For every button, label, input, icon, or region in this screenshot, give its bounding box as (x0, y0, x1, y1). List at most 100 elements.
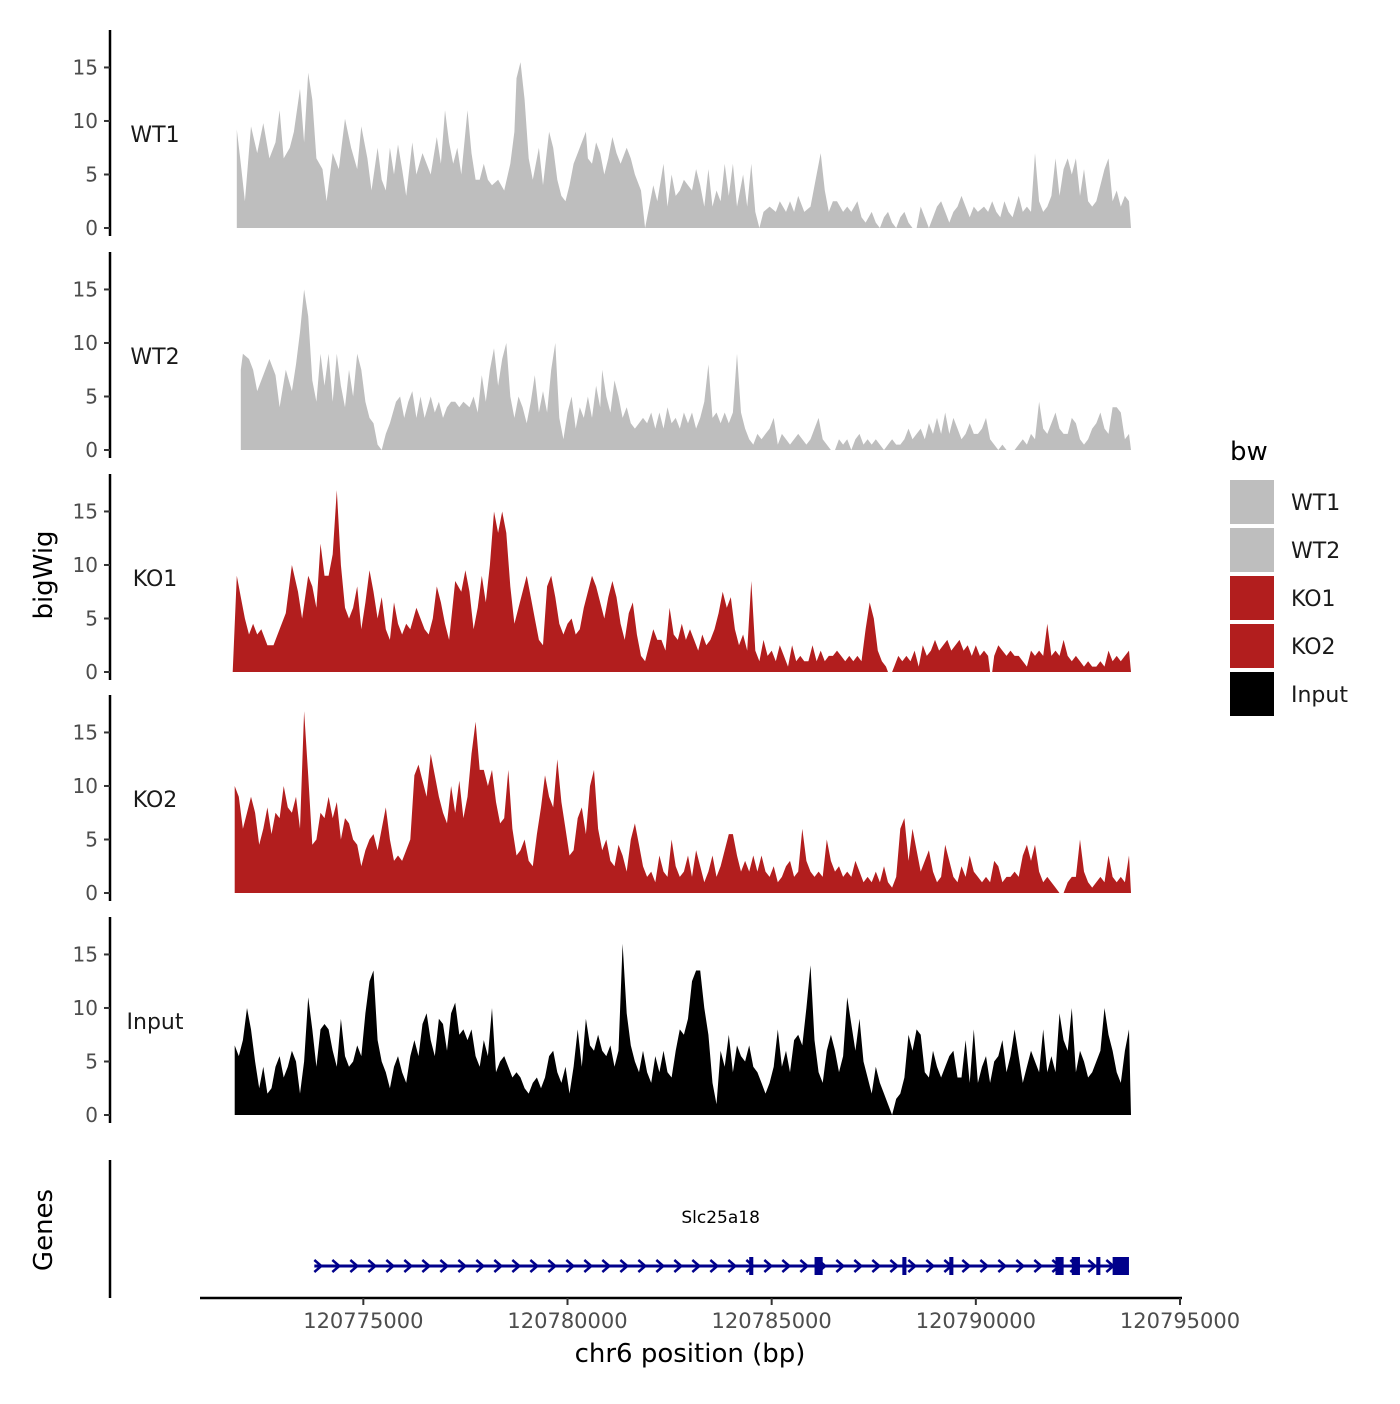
legend-swatch (1230, 576, 1274, 620)
strand-arrow (673, 1259, 684, 1273)
strand-arrow (889, 1259, 900, 1273)
legend-label: WT1 (1291, 491, 1340, 516)
area-wt2 (240, 289, 1132, 450)
strand-arrow (547, 1259, 558, 1273)
strand-arrow (313, 1259, 324, 1273)
strand-arrow (601, 1259, 612, 1273)
y-tick-label: 0 (85, 660, 98, 684)
y-tick-label: 15 (73, 720, 98, 744)
exon (902, 1257, 907, 1275)
exon (1112, 1257, 1129, 1275)
x-tick-label: 120785000 (712, 1309, 832, 1333)
gene-slc25a18: Slc25a18 (313, 1208, 1129, 1275)
y-tick-label: 10 (73, 774, 98, 798)
legend-item-ko2: KO2 (1230, 624, 1336, 668)
x-tick-label: 120780000 (507, 1309, 627, 1333)
legend-swatch (1230, 672, 1274, 716)
strand-arrow (349, 1259, 360, 1273)
strand-arrow (871, 1259, 882, 1273)
strand-arrow (493, 1259, 504, 1273)
exon (814, 1257, 823, 1275)
y-tick-label: 5 (85, 606, 98, 630)
track-label: WT2 (130, 345, 179, 370)
strand-arrow (925, 1259, 936, 1273)
strand-arrow (637, 1259, 648, 1273)
track-wt1: 0 5 10 15 WT1 (73, 30, 1132, 240)
strand-arrow (745, 1259, 756, 1273)
strand-arrow (799, 1259, 810, 1273)
track-label: WT1 (130, 123, 179, 148)
strand-arrow (961, 1259, 972, 1273)
strand-arrow (997, 1259, 1008, 1273)
strand-arrow (529, 1259, 540, 1273)
legend-title: bw (1230, 437, 1268, 467)
legend-label: WT2 (1291, 539, 1340, 564)
y-tick-label: 5 (85, 1049, 98, 1073)
exon (749, 1257, 754, 1275)
strand-arrow (565, 1259, 576, 1273)
y-tick-label: 5 (85, 384, 98, 408)
y-tick-label: 15 (73, 277, 98, 301)
strand-arrow (475, 1259, 486, 1273)
y-tick-label: 10 (73, 553, 98, 577)
strand-arrow (655, 1259, 666, 1273)
y-tick-label: 0 (85, 216, 98, 240)
legend-swatch (1230, 624, 1274, 668)
strand-arrow (511, 1259, 522, 1273)
legend-item-wt1: WT1 (1230, 480, 1340, 524)
strand-arrow (331, 1259, 342, 1273)
y-tick-label: 5 (85, 827, 98, 851)
strand-arrow (727, 1259, 738, 1273)
tracks: 0 5 10 15 WT1 0 5 10 15 WT2 0 5 10 15 KO1 0 5 10 15 KO2 0 5 10… (73, 30, 1132, 1127)
strand-arrow (835, 1259, 846, 1273)
track-label: KO2 (133, 788, 178, 813)
strand-arrow (439, 1259, 450, 1273)
y-tick-label: 5 (85, 162, 98, 186)
gene-track: Slc25a18 (108, 1160, 1129, 1298)
x-tick-label: 120775000 (303, 1309, 423, 1333)
strand-arrow (385, 1259, 396, 1273)
legend-item-ko1: KO1 (1230, 576, 1336, 620)
track-ko1: 0 5 10 15 KO1 (73, 474, 1131, 684)
legend-swatch (1230, 480, 1274, 524)
y-axis-title: bigWig (29, 530, 59, 619)
y-tick-label: 10 (73, 109, 98, 133)
track-input: 0 5 10 15 Input (73, 917, 1131, 1127)
gene-name: Slc25a18 (681, 1208, 760, 1228)
strand-arrow (979, 1259, 990, 1273)
strand-arrow (907, 1259, 918, 1273)
legend-item-wt2: WT2 (1230, 528, 1340, 572)
strand-arrow (1033, 1259, 1044, 1273)
strand-arrow (709, 1259, 720, 1273)
area-ko2 (234, 711, 1131, 893)
strand-arrow (1087, 1259, 1098, 1273)
x-axis: 120775000 120780000 120785000 120790000 1207… (200, 1296, 1240, 1333)
track-label: KO1 (133, 567, 178, 592)
exon (1071, 1257, 1080, 1275)
strand-arrow (367, 1259, 378, 1273)
strand-arrow (781, 1259, 792, 1273)
legend-label: KO1 (1291, 587, 1336, 612)
strand-arrow (457, 1259, 468, 1273)
legend-item-input: Input (1230, 672, 1348, 716)
y-tick-label: 10 (73, 331, 98, 355)
y-tick-label: 0 (85, 1103, 98, 1127)
legend-label: Input (1291, 683, 1348, 708)
strand-arrow (1015, 1259, 1026, 1273)
area-input (234, 943, 1131, 1115)
strand-arrow (583, 1259, 594, 1273)
y-tick-label: 0 (85, 438, 98, 462)
strand-arrow (403, 1259, 414, 1273)
y-tick-label: 15 (73, 499, 98, 523)
track-label: Input (127, 1010, 184, 1035)
legend-label: KO2 (1291, 635, 1336, 660)
x-tick-label: 120795000 (1120, 1309, 1240, 1333)
strand-arrow (763, 1259, 774, 1273)
genes-axis-title: Genes (29, 1189, 59, 1271)
area-wt1 (236, 62, 1132, 228)
track-ko2: 0 5 10 15 KO2 (73, 695, 1131, 905)
legend: WT1 WT2 KO1 KO2 Input (1230, 480, 1348, 716)
area-ko1 (232, 490, 1131, 672)
strand-arrow (421, 1259, 432, 1273)
